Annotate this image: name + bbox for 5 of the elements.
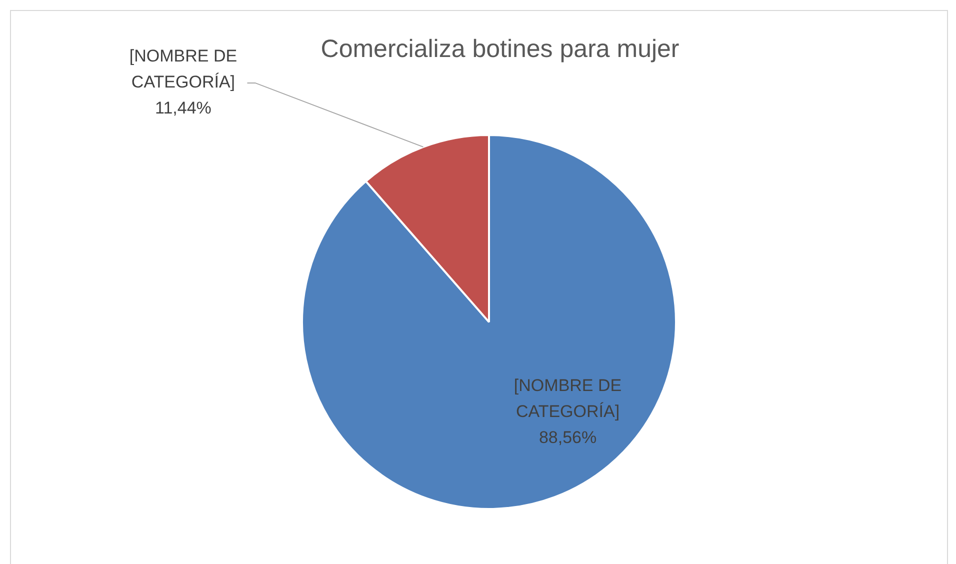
data-label: 11,44% — [155, 98, 212, 118]
data-label: 88,56% — [538, 428, 597, 448]
slice-label: [NOMBRE DE CATEGORÍA] — [129, 46, 238, 92]
chart-title: Comercializa botines para mujer — [320, 34, 680, 63]
slice-label: [NOMBRE DE CATEGORÍA] — [514, 376, 622, 422]
